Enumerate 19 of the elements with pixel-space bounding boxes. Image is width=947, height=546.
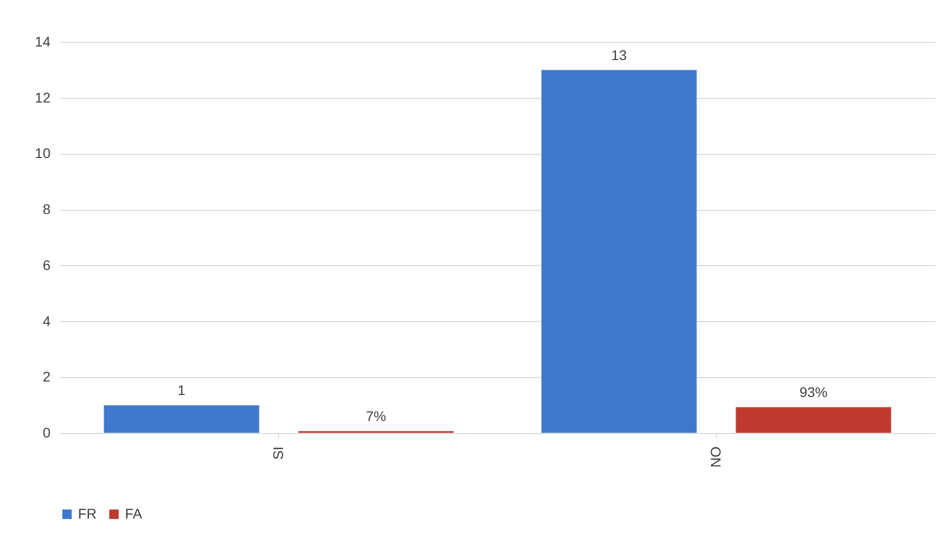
y-tick-label: 6 xyxy=(42,256,51,273)
y-tick-label: 8 xyxy=(42,201,51,218)
legend-label: FR xyxy=(78,505,97,522)
y-tick-label: 2 xyxy=(42,368,51,385)
legend-label: FA xyxy=(125,505,143,522)
y-tick-label: 4 xyxy=(42,312,51,329)
bar xyxy=(540,69,698,434)
bar xyxy=(103,404,260,434)
data-label: 93% xyxy=(799,384,828,400)
bar xyxy=(735,406,892,434)
x-tick-label: SI xyxy=(270,446,286,460)
data-label: 1 xyxy=(178,382,186,398)
y-tick-label: 10 xyxy=(34,145,51,162)
data-label: 13 xyxy=(611,46,628,63)
y-tick-label: 14 xyxy=(34,34,51,50)
y-tick-label: 0 xyxy=(42,424,51,440)
y-tick-label: 12 xyxy=(34,89,51,106)
x-tick-label: NO xyxy=(707,446,724,468)
data-label: 7% xyxy=(366,408,386,424)
